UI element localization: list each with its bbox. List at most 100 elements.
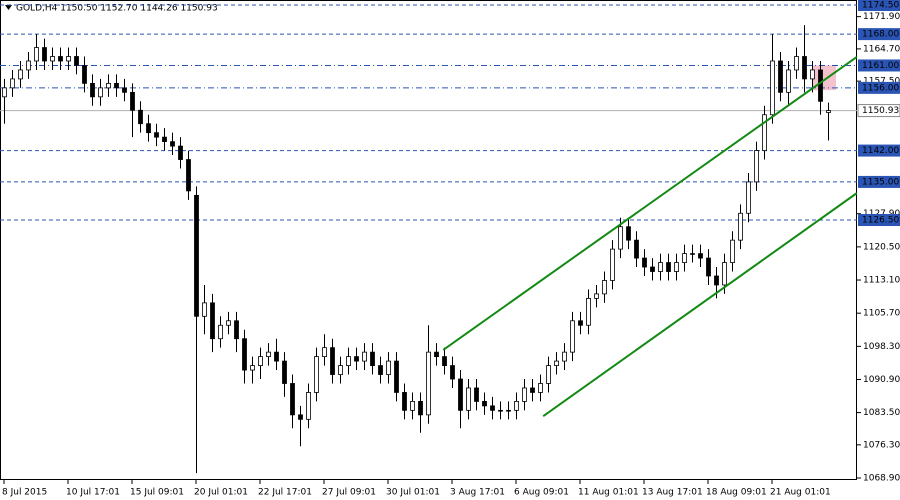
y-tick-label: 1083.50 <box>863 408 900 418</box>
x-tick-label: 18 Aug 09:01 <box>706 488 767 498</box>
candle-body <box>746 181 751 214</box>
candle-body <box>234 320 239 340</box>
level-label-box <box>858 28 900 41</box>
y-tick-label: 1076.30 <box>863 440 900 450</box>
candle-body <box>354 356 359 362</box>
candle-body <box>306 392 311 420</box>
candle-body <box>530 387 535 393</box>
y-tick-label: 1120.50 <box>863 242 900 252</box>
level-label-box <box>858 175 900 188</box>
candle-body <box>698 253 703 259</box>
candle-body <box>210 302 215 340</box>
y-tick-label: 1164.70 <box>863 44 900 54</box>
candle-body <box>722 262 727 286</box>
candle-body <box>2 87 7 98</box>
candle-body <box>138 109 143 125</box>
candle-body <box>810 69 815 80</box>
candle-body <box>482 401 487 407</box>
candle-body <box>410 401 415 411</box>
x-tick-label: 15 Jul 09:01 <box>130 488 184 498</box>
candle-body <box>10 78 15 89</box>
level-label: 1142.00 <box>862 146 899 156</box>
candle-body <box>522 387 527 402</box>
y-tick-label: 1113.10 <box>863 276 900 286</box>
candle-body <box>602 280 607 295</box>
candle-body <box>802 56 807 80</box>
x-tick-label: 22 Jul 17:01 <box>258 488 312 498</box>
y-tick-label: 1105.70 <box>863 309 900 319</box>
candle-body <box>162 136 167 143</box>
trendline <box>542 192 858 418</box>
candle-body <box>330 347 335 375</box>
candle-body <box>18 69 23 80</box>
candle-body <box>282 360 287 384</box>
candle-body <box>466 387 471 411</box>
candle-body <box>594 293 599 299</box>
candle-body <box>562 351 567 362</box>
candle-body <box>658 262 663 272</box>
candle-body <box>738 212 743 241</box>
candle-body <box>82 65 87 84</box>
candle-body <box>442 356 447 366</box>
candle-body <box>634 239 639 259</box>
candle-body <box>450 365 455 380</box>
y-tick-label: 1171.90 <box>863 12 900 22</box>
candle-body <box>642 257 647 268</box>
candle-body <box>434 351 439 358</box>
level-label: 1161.00 <box>862 61 899 71</box>
candle-body <box>154 132 159 138</box>
candle-body <box>490 405 495 411</box>
candle-body <box>378 365 383 375</box>
candle-body <box>130 91 135 111</box>
candle-body <box>826 110 831 113</box>
candle-body <box>370 351 375 366</box>
candle-body <box>618 226 623 250</box>
trendline <box>442 56 858 351</box>
candle-body <box>258 356 263 366</box>
candle-body <box>74 56 79 66</box>
candle-body <box>274 351 279 362</box>
candle-body <box>42 47 47 62</box>
candle-body <box>610 248 615 281</box>
candle-body <box>786 69 791 93</box>
x-tick-label: 3 Aug 17:01 <box>450 488 505 498</box>
candle-body <box>178 145 183 160</box>
x-tick-label: 10 Jul 17:01 <box>66 488 120 498</box>
candle-body <box>98 87 103 98</box>
candle-body <box>338 365 343 375</box>
candle-body <box>682 253 687 263</box>
candle-body <box>202 302 207 317</box>
x-tick-label: 6 Aug 09:01 <box>514 488 569 498</box>
candle-body <box>674 262 679 272</box>
candle-body <box>506 409 511 412</box>
candle-body <box>770 60 775 116</box>
candle-body <box>570 320 575 353</box>
candle-body <box>194 194 199 317</box>
candle-body <box>794 56 799 71</box>
candle-body <box>114 82 119 89</box>
candle-body <box>106 82 111 89</box>
level-label-box <box>858 0 900 11</box>
level-label-box <box>858 81 900 94</box>
level-label-box <box>858 214 900 226</box>
candle-body <box>218 324 223 340</box>
menu-arrow[interactable] <box>5 5 12 10</box>
candle-body <box>66 56 71 62</box>
candle-body <box>34 47 39 62</box>
candle-body <box>578 320 583 326</box>
candle-body <box>314 356 319 393</box>
candle-body <box>58 56 63 62</box>
candle-body <box>762 114 767 151</box>
candle-body <box>226 320 231 326</box>
candle-body <box>122 87 127 93</box>
candle-body <box>778 60 783 93</box>
candle-body <box>90 82 95 98</box>
y-tick-label: 1157.50 <box>863 77 900 87</box>
level-label: 1174.50 <box>862 1 899 11</box>
candle-body <box>322 347 327 358</box>
candle-body <box>186 159 191 192</box>
level-label: 1126.50 <box>862 216 899 226</box>
candle-body <box>554 360 559 366</box>
x-tick-label: 8 Jul 2015 <box>2 488 47 498</box>
candle-body <box>626 226 631 241</box>
